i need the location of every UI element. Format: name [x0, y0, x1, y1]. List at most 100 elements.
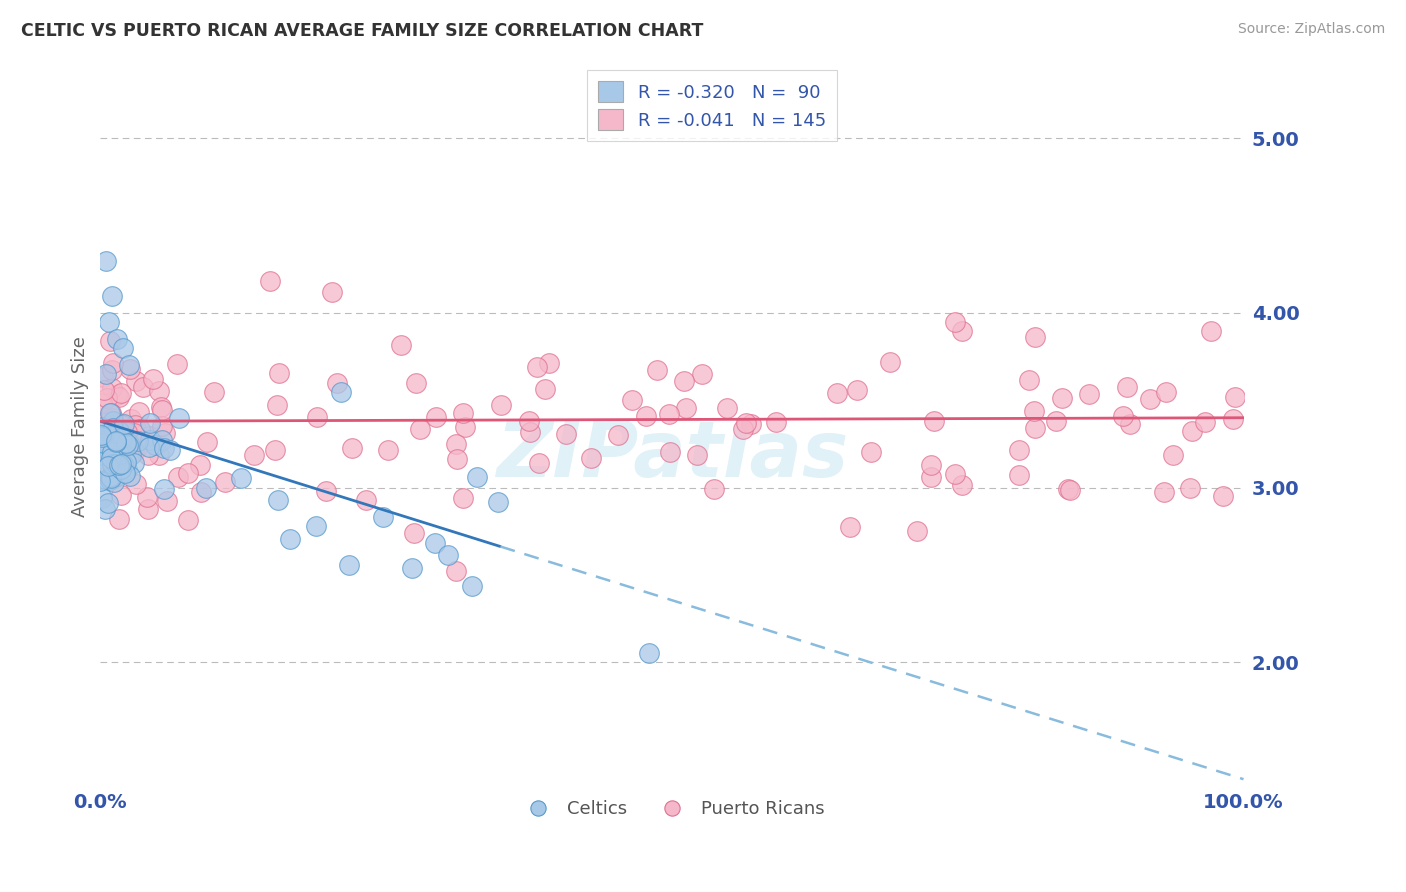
Point: [104, 469, 127, 483]
Point: [735, 416, 758, 430]
Point: [920, 458, 942, 472]
Point: [945, 467, 967, 481]
Point: [703, 482, 725, 496]
Point: [389, 338, 412, 352]
Point: [132, 380, 155, 394]
Point: [846, 384, 869, 398]
Point: [690, 367, 713, 381]
Point: [214, 475, 236, 489]
Point: [529, 456, 551, 470]
Point: [621, 392, 644, 407]
Point: [104, 434, 127, 449]
Point: [1024, 421, 1046, 435]
Point: [127, 434, 149, 448]
Point: [229, 470, 252, 484]
Point: [112, 417, 135, 432]
Point: [93, 431, 115, 445]
Point: [1007, 443, 1029, 458]
Point: [111, 418, 134, 433]
Point: [110, 457, 132, 471]
Point: [107, 332, 129, 346]
Point: [555, 426, 578, 441]
Point: [100, 445, 122, 459]
Point: [136, 501, 159, 516]
Point: [90, 447, 112, 461]
Point: [402, 525, 425, 540]
Point: [1223, 390, 1246, 404]
Point: [120, 434, 142, 449]
Point: [101, 410, 124, 425]
Point: [1008, 468, 1031, 483]
Text: Source: ZipAtlas.com: Source: ZipAtlas.com: [1237, 22, 1385, 37]
Point: [138, 416, 160, 430]
Point: [115, 455, 138, 469]
Point: [1222, 411, 1244, 425]
Point: [264, 442, 287, 457]
Point: [266, 398, 288, 412]
Point: [765, 415, 787, 429]
Point: [112, 464, 135, 478]
Point: [142, 372, 165, 386]
Point: [148, 449, 170, 463]
Point: [733, 422, 755, 436]
Point: [340, 441, 363, 455]
Point: [377, 443, 399, 458]
Y-axis label: Average Family Size: Average Family Size: [72, 336, 89, 516]
Point: [534, 382, 557, 396]
Point: [467, 469, 489, 483]
Point: [96, 432, 118, 446]
Point: [405, 376, 427, 390]
Point: [138, 440, 160, 454]
Point: [112, 457, 135, 471]
Point: [259, 274, 281, 288]
Point: [195, 434, 218, 449]
Point: [150, 433, 173, 447]
Point: [100, 406, 122, 420]
Point: [96, 473, 118, 487]
Point: [409, 422, 432, 436]
Text: CELTIC VS PUERTO RICAN AVERAGE FAMILY SIZE CORRELATION CHART: CELTIC VS PUERTO RICAN AVERAGE FAMILY SI…: [21, 22, 703, 40]
Point: [101, 457, 124, 471]
Point: [124, 425, 146, 440]
Point: [321, 285, 343, 299]
Point: [105, 433, 128, 447]
Point: [950, 477, 973, 491]
Point: [451, 406, 474, 420]
Point: [267, 493, 290, 508]
Point: [94, 415, 117, 429]
Point: [96, 459, 118, 474]
Point: [91, 420, 114, 434]
Point: [153, 483, 176, 497]
Point: [101, 381, 124, 395]
Point: [879, 354, 901, 368]
Point: [1161, 448, 1184, 462]
Point: [138, 429, 160, 443]
Point: [177, 513, 200, 527]
Point: [860, 445, 883, 459]
Point: [98, 405, 121, 419]
Point: [98, 334, 121, 349]
Point: [330, 385, 353, 400]
Point: [103, 456, 125, 470]
Point: [138, 448, 160, 462]
Point: [1118, 417, 1140, 432]
Point: [307, 409, 329, 424]
Point: [108, 424, 131, 438]
Point: [243, 448, 266, 462]
Point: [838, 520, 860, 534]
Point: [194, 481, 217, 495]
Point: [1153, 485, 1175, 500]
Point: [101, 288, 124, 302]
Point: [278, 532, 301, 546]
Point: [166, 470, 188, 484]
Point: [461, 579, 484, 593]
Point: [446, 451, 468, 466]
Point: [1178, 481, 1201, 495]
Point: [103, 442, 125, 456]
Point: [107, 444, 129, 458]
Point: [672, 374, 695, 388]
Point: [93, 435, 115, 450]
Point: [423, 535, 446, 549]
Point: [305, 518, 328, 533]
Point: [114, 436, 136, 450]
